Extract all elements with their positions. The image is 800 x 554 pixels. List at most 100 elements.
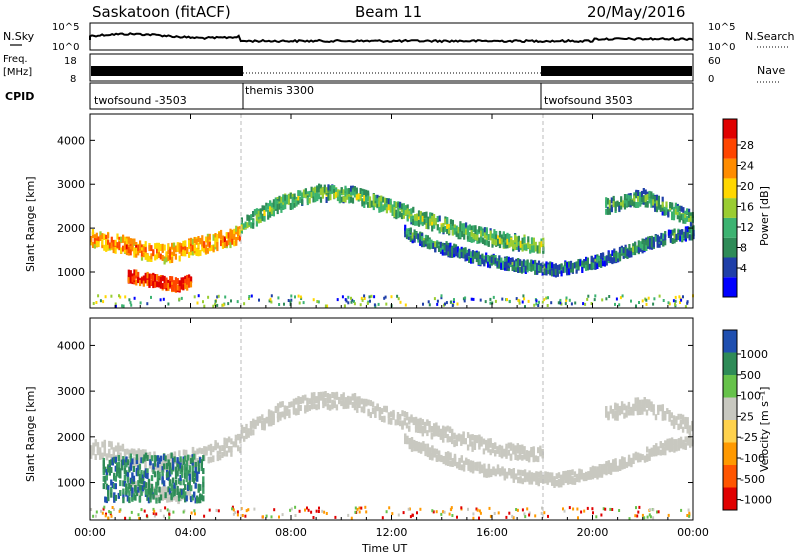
velocity-cell (92, 514, 95, 518)
power-cell (297, 294, 300, 298)
velocity-cell (168, 488, 172, 495)
power-cell (686, 300, 689, 304)
power-cell (457, 233, 460, 240)
velocity-cell (313, 394, 316, 401)
velocity-cell (537, 456, 540, 463)
power-cell (274, 200, 277, 207)
power-cell (361, 298, 364, 302)
power-cell (157, 281, 160, 288)
velocity-cell (627, 403, 631, 410)
power-cell (470, 252, 473, 258)
power-cell (678, 295, 681, 299)
power-cell (627, 201, 630, 208)
velocity-cell (124, 516, 127, 520)
velocity-cell (526, 507, 529, 511)
power-cell (517, 235, 520, 242)
power-cell (258, 298, 260, 302)
velocity-cell (655, 448, 658, 455)
power-cell (484, 300, 487, 304)
velocity-cell (598, 471, 601, 478)
power-cell (451, 304, 454, 307)
power-cell (214, 302, 217, 306)
power-cell (129, 273, 132, 280)
power-cell (127, 247, 130, 253)
power-cell (645, 302, 648, 306)
velocity-cell (620, 408, 624, 415)
velocity-cell (679, 436, 683, 443)
power-cell (319, 184, 323, 191)
power-cell (159, 244, 162, 250)
power-cell (680, 214, 683, 221)
velocity-cell (249, 429, 253, 436)
velocity-cell (605, 461, 608, 467)
power-cell (618, 254, 622, 261)
power-cell (456, 246, 459, 253)
velocity-cell (232, 512, 235, 516)
velocity-cell (572, 507, 575, 511)
velocity-cell (371, 401, 375, 408)
velocity-cell (489, 449, 492, 456)
velocity-cell (119, 452, 122, 459)
velocity-cell (177, 478, 181, 485)
power-cell (483, 259, 486, 266)
power-cell (440, 296, 443, 300)
power-cell (500, 257, 503, 264)
velocity-cell (240, 428, 244, 434)
power-cell (246, 222, 249, 229)
velocity-cell (537, 471, 540, 478)
power-cell (411, 232, 414, 239)
power-cell (451, 219, 454, 226)
velocity-cell (507, 449, 510, 456)
velocity-cell (634, 405, 637, 412)
power-cell (634, 249, 637, 256)
power-cell (532, 237, 535, 244)
power-cell (450, 300, 453, 304)
power-cell (342, 196, 345, 202)
velocity-cell (511, 514, 514, 518)
power-cell (150, 253, 153, 260)
velocity-cell (641, 408, 644, 415)
power-cell (621, 294, 624, 298)
velocity-cell (508, 468, 511, 475)
power-cell (416, 213, 419, 220)
velocity-cell (387, 412, 391, 419)
velocity-cell (621, 463, 624, 470)
velocity-cell (677, 444, 681, 451)
power-cell (429, 212, 432, 219)
power-cell (410, 208, 413, 215)
power-cell (272, 210, 275, 217)
velocity-cell (161, 492, 164, 498)
power-cell (103, 244, 106, 251)
power-cell (485, 234, 488, 241)
power-cell (336, 298, 339, 302)
power-cell (460, 252, 463, 259)
power-cell (355, 187, 358, 194)
velocity-cell (516, 508, 519, 512)
velocity-cell (518, 453, 522, 460)
power-cell (509, 258, 512, 265)
velocity-colorbar-tick: -500 (740, 473, 765, 486)
velocity-cell (119, 472, 122, 479)
power-cell (159, 276, 162, 283)
power-cell (395, 213, 398, 220)
velocity-cell (155, 497, 158, 504)
power-cell (397, 206, 400, 213)
velocity-cell (131, 478, 134, 485)
power-cell (594, 261, 597, 268)
power-cell (407, 233, 410, 240)
velocity-cell (673, 439, 676, 446)
time-x-tick: 12:00 (376, 526, 408, 539)
power-cell (569, 260, 573, 267)
power-cell (404, 231, 407, 238)
velocity-cell (263, 422, 266, 429)
power-cell (91, 229, 95, 235)
velocity-cell (162, 463, 166, 470)
freq-left-label-2: [MHz] (3, 67, 32, 78)
velocity-cell (512, 448, 515, 455)
velocity-cell (137, 480, 140, 487)
power-cell (680, 205, 683, 212)
velocity-cell (408, 425, 411, 432)
power-cell (235, 239, 238, 246)
velocity-cell (234, 439, 238, 445)
velocity-cell (385, 510, 388, 514)
